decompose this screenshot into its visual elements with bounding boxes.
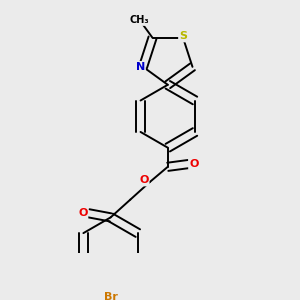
Text: N: N: [136, 62, 145, 72]
Text: Br: Br: [104, 292, 118, 300]
Text: O: O: [139, 176, 149, 185]
Text: O: O: [189, 159, 198, 169]
Text: S: S: [179, 32, 187, 41]
Text: CH₃: CH₃: [130, 15, 149, 25]
Text: O: O: [78, 208, 87, 218]
